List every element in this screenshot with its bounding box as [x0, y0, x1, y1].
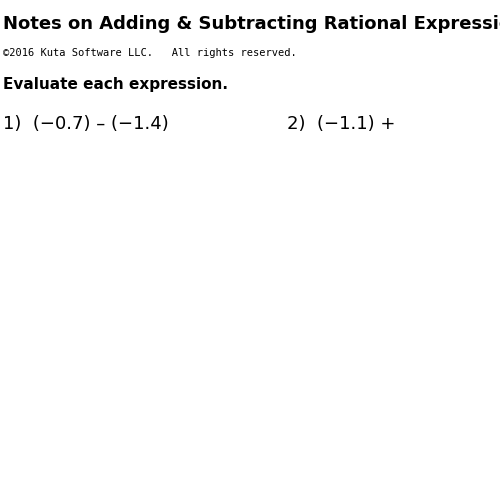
Text: Notes on Adding & Subtracting Rational Expressions: Notes on Adding & Subtracting Rational E…: [2, 15, 500, 33]
Text: 1)  (−0.7) – (−1.4): 1) (−0.7) – (−1.4): [2, 115, 168, 133]
Text: Evaluate each expression.: Evaluate each expression.: [2, 78, 228, 92]
Text: 2)  (−1.1) +: 2) (−1.1) +: [288, 115, 396, 133]
Text: ©2016 Kuta Software LLC.   All rights reserved.: ©2016 Kuta Software LLC. All rights rese…: [2, 48, 296, 58]
